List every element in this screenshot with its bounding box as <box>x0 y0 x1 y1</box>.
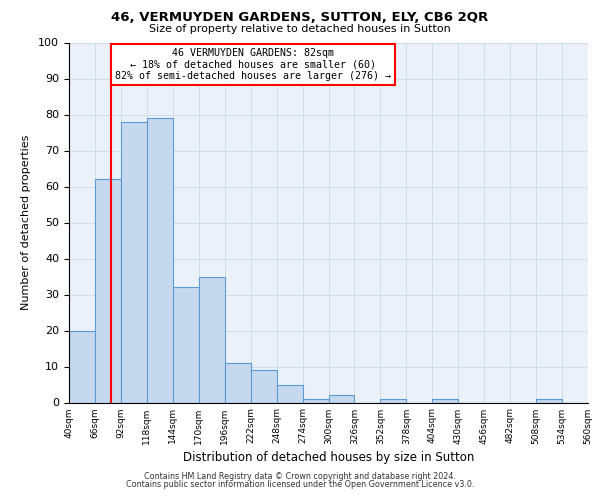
Bar <box>251 370 277 402</box>
Bar <box>147 118 173 403</box>
Text: 46, VERMUYDEN GARDENS, SUTTON, ELY, CB6 2QR: 46, VERMUYDEN GARDENS, SUTTON, ELY, CB6 … <box>112 11 488 24</box>
Bar <box>432 399 458 402</box>
Text: Size of property relative to detached houses in Sutton: Size of property relative to detached ho… <box>149 24 451 34</box>
Bar <box>121 122 147 402</box>
Text: Contains HM Land Registry data © Crown copyright and database right 2024.: Contains HM Land Registry data © Crown c… <box>144 472 456 481</box>
Text: 46 VERMUYDEN GARDENS: 82sqm
← 18% of detached houses are smaller (60)
82% of sem: 46 VERMUYDEN GARDENS: 82sqm ← 18% of det… <box>115 48 391 81</box>
Text: Contains public sector information licensed under the Open Government Licence v3: Contains public sector information licen… <box>126 480 474 489</box>
Bar <box>95 180 121 402</box>
Bar <box>69 330 95 402</box>
Bar <box>380 399 406 402</box>
X-axis label: Distribution of detached houses by size in Sutton: Distribution of detached houses by size … <box>183 450 474 464</box>
Bar <box>277 384 302 402</box>
Bar <box>224 363 251 403</box>
Bar <box>173 288 199 403</box>
Bar <box>302 399 329 402</box>
Y-axis label: Number of detached properties: Number of detached properties <box>22 135 31 310</box>
Bar <box>329 396 355 402</box>
Bar <box>536 399 562 402</box>
Bar <box>199 276 224 402</box>
